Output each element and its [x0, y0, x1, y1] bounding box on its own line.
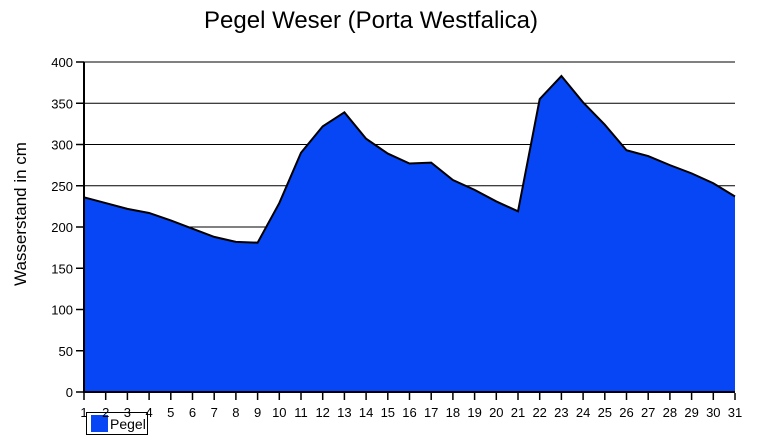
- x-tick-label: 23: [554, 405, 568, 420]
- x-tick-label: 14: [359, 405, 373, 420]
- y-tick-label: 400: [51, 55, 73, 70]
- y-tick-label: 350: [51, 96, 73, 111]
- x-tick-label: 24: [576, 405, 590, 420]
- x-tick-label: 31: [728, 405, 742, 420]
- x-tick-label: 13: [337, 405, 351, 420]
- y-tick-label: 100: [51, 303, 73, 318]
- y-tick-label: 300: [51, 138, 73, 153]
- x-tick-label: 20: [489, 405, 503, 420]
- x-tick-label: 21: [511, 405, 525, 420]
- x-tick-label: 12: [315, 405, 329, 420]
- legend-swatch-icon: [91, 415, 108, 432]
- x-tick-label: 17: [424, 405, 438, 420]
- x-tick-label: 7: [211, 405, 218, 420]
- area-series-outline: [83, 74, 736, 244]
- x-tick-label: 27: [641, 405, 655, 420]
- x-tick-label: 15: [381, 405, 395, 420]
- x-tick-label: 28: [663, 405, 677, 420]
- x-tick-label: 10: [272, 405, 286, 420]
- y-tick-label: 0: [66, 385, 73, 400]
- x-tick-label: 5: [167, 405, 174, 420]
- y-tick-label: 250: [51, 179, 73, 194]
- x-tick-label: 30: [706, 405, 720, 420]
- y-axis-label: Wasserstand in cm: [11, 142, 30, 286]
- x-tick-label: 25: [598, 405, 612, 420]
- x-tick-label: 16: [402, 405, 416, 420]
- chart-title: Pegel Weser (Porta Westfalica): [204, 7, 538, 34]
- area-series-fill: [84, 76, 735, 393]
- x-tick-label: 11: [294, 405, 308, 420]
- x-tick-label: 22: [532, 405, 546, 420]
- x-tick-label: 19: [467, 405, 481, 420]
- y-tick-label: 150: [51, 261, 73, 276]
- x-tick-label: 9: [254, 405, 261, 420]
- x-tick-label: 8: [232, 405, 239, 420]
- x-tick-label: 6: [189, 405, 196, 420]
- x-tick-label: 29: [684, 405, 698, 420]
- legend-label: Pegel: [110, 415, 146, 432]
- x-tick-label: 18: [446, 405, 460, 420]
- y-tick-label: 200: [51, 220, 73, 235]
- y-tick-label: 50: [59, 344, 73, 359]
- x-tick-label: 26: [619, 405, 633, 420]
- legend: Pegel: [86, 412, 148, 435]
